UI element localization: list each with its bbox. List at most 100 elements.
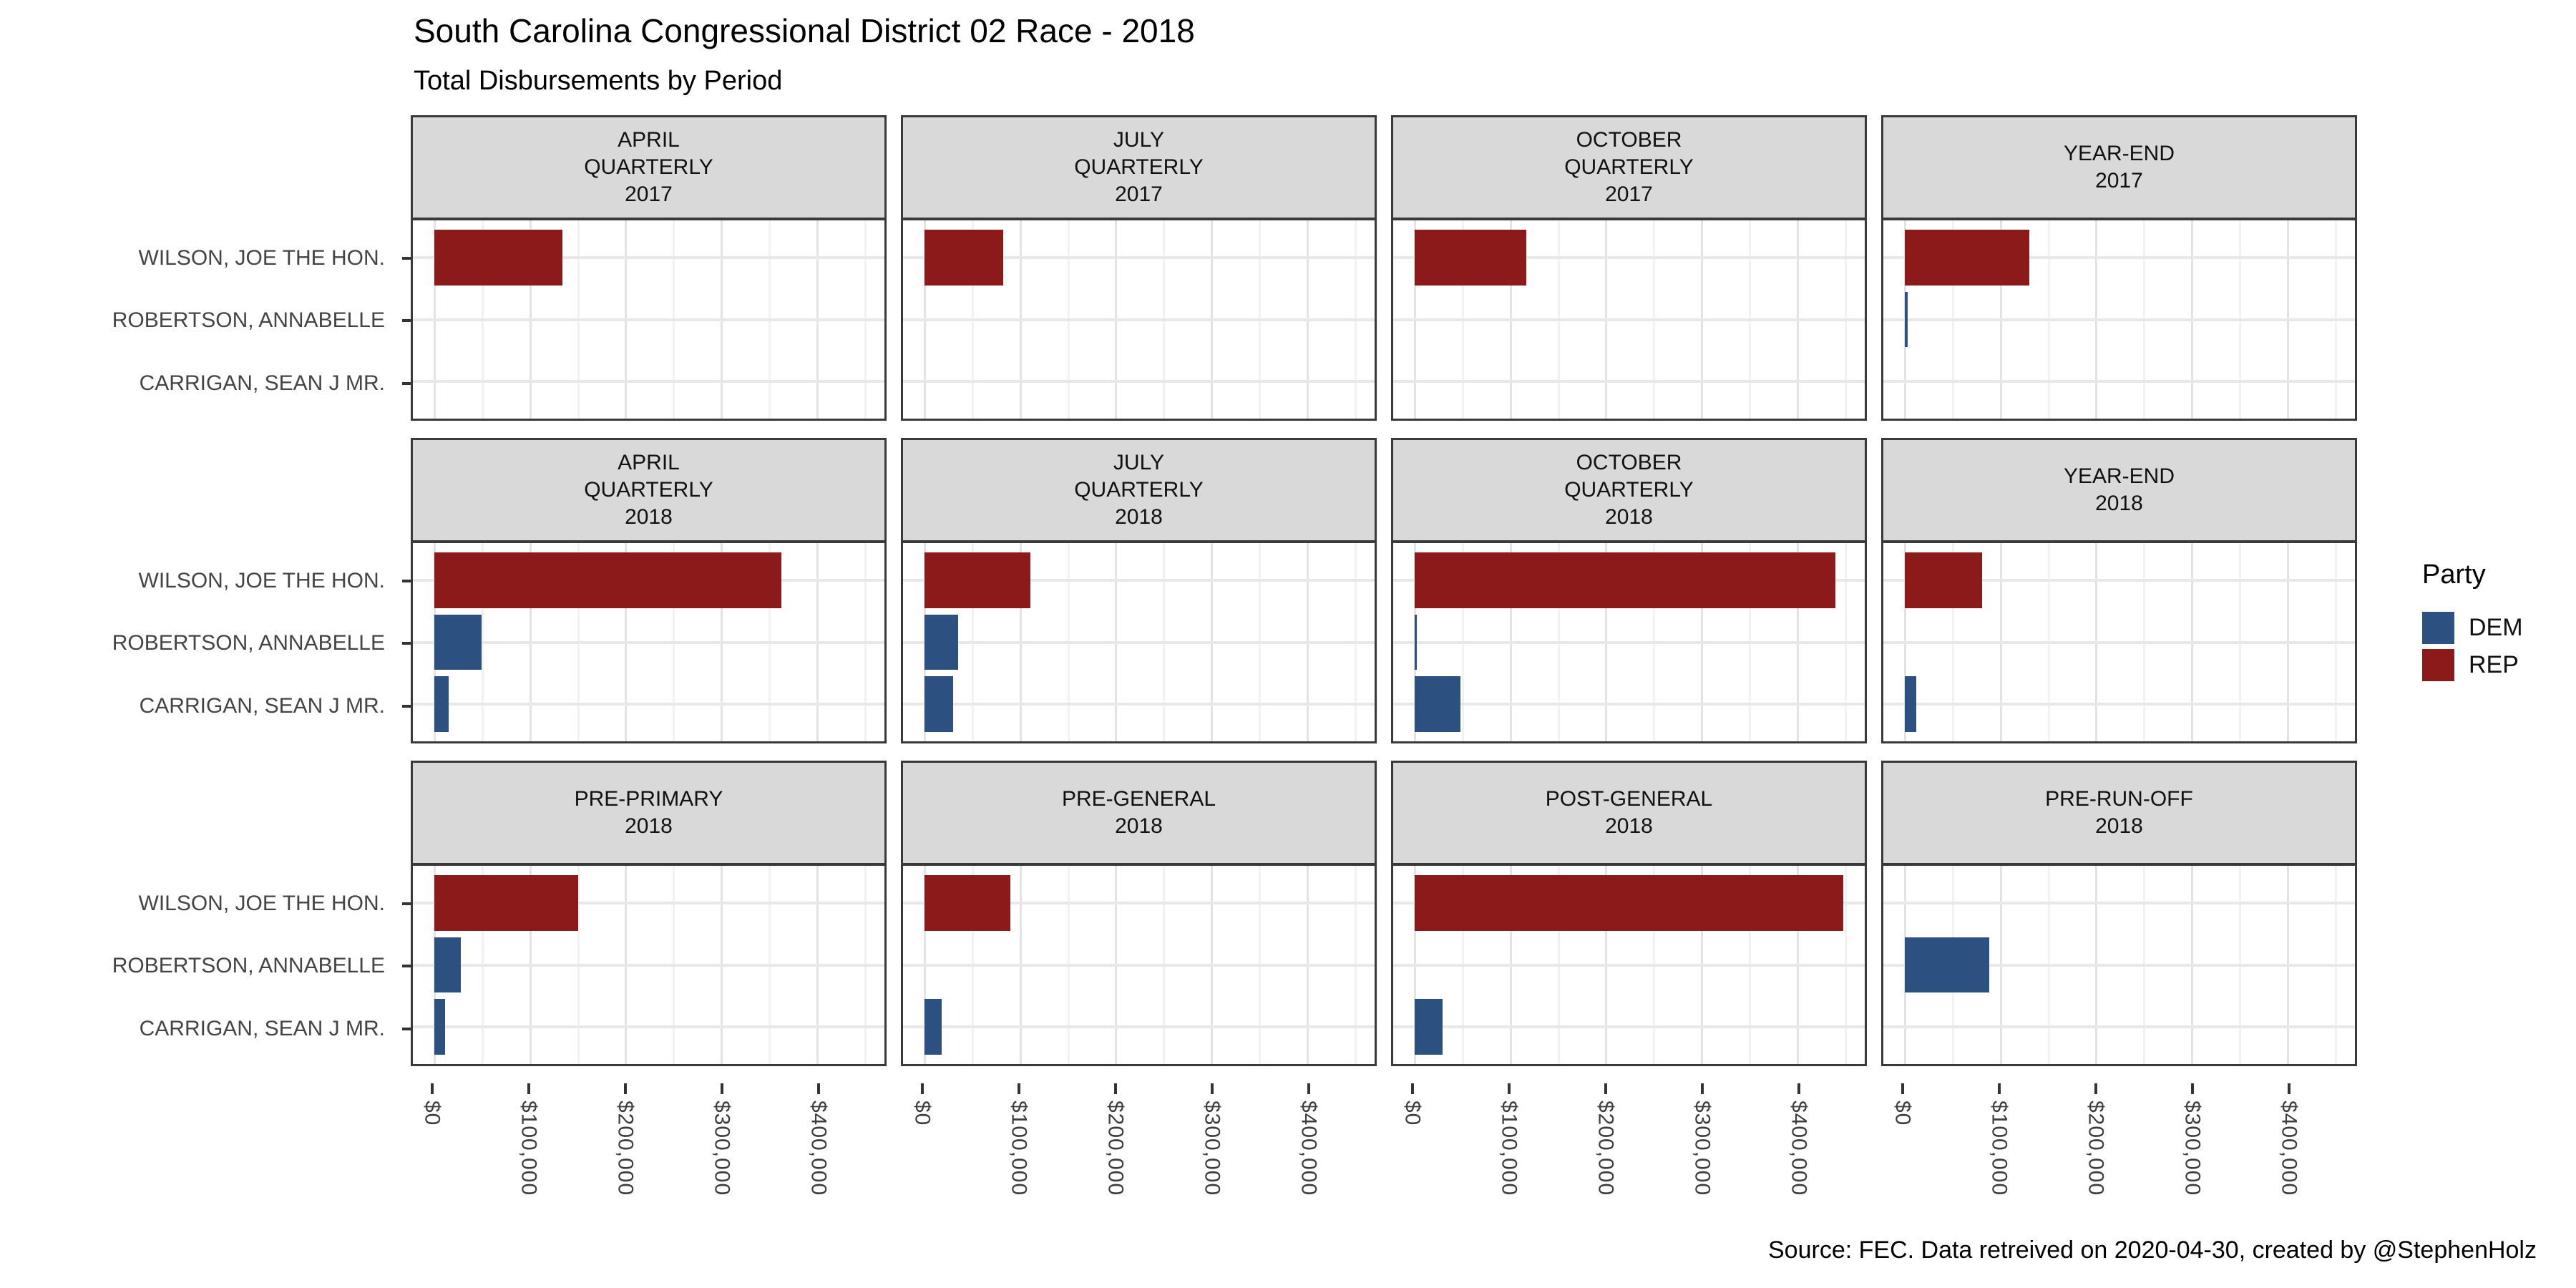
gridline-horizontal [1393,255,1865,259]
x-axis-tick-label: $200,000 [1103,1101,1128,1196]
disbursement-bar [1904,230,2029,286]
disbursement-bar [1904,676,1917,732]
axis-spacer [0,1083,396,1237]
y-axis-tick [402,902,411,905]
facet-strip: APRIL QUARTERLY 2018 [411,438,887,543]
x-axis-tick [624,1083,628,1094]
disbursement-bar [1414,552,1836,608]
facet-strip: APRIL QUARTERLY 2017 [411,115,887,220]
x-axis-tick-label: $100,000 [517,1101,541,1196]
facet-plot-area [1391,866,1867,1066]
facet-strip-label: PRE-GENERAL [1061,787,1216,811]
gridline-horizontal [1883,255,2355,259]
x-axis-tick-label: $100,000 [1987,1101,2011,1196]
gridline-horizontal [1883,640,2355,644]
disbursement-bar [1904,937,1989,993]
x-axis-tick-label: $0 [420,1101,444,1126]
facet-strip-label: JULY [1113,128,1165,152]
facet-panel: APRIL QUARTERLY 2017 [411,115,887,421]
y-axis-tick [402,965,411,967]
disbursement-bar [1414,999,1443,1055]
x-axis: $0 $100,000 $200,000 $300,000 $400,000 [411,1083,887,1237]
facet-panel: JULY QUARTERLY 2018 [901,438,1377,743]
rep-color-swatch [2422,649,2454,681]
facet-strip-label: 2018 [2095,492,2143,515]
x-axis-tick [1411,1083,1415,1094]
facet-strip-label: 2018 [625,505,673,529]
facet-strip-label: QUARTERLY [1564,155,1694,179]
legend-label-dem: DEM [2469,614,2523,641]
gridline-horizontal [1883,703,2355,706]
facet-strip-label: OCTOBER [1576,451,1682,474]
facet-panel: PRE-RUN-OFF 2018 [1881,761,2357,1066]
x-axis-tick-label: $100,000 [1497,1101,1521,1196]
legend-item-rep: REP [2422,649,2523,681]
gridline-horizontal [903,318,1375,321]
facet-plot-area [411,543,887,743]
gridline-horizontal [413,1025,884,1029]
x-axis-tick [1701,1083,1704,1094]
x-axis-tick [1307,1083,1310,1094]
facet-plot-area [901,543,1377,743]
disbursement-bar [924,676,954,732]
disbursement-bar [924,230,1003,286]
facet-panel: JULY QUARTERLY 2017 [901,115,1377,421]
x-axis-tick [2287,1083,2290,1094]
disbursement-bar [434,614,482,670]
x-axis-tick-label: $100,000 [1007,1101,1031,1196]
facet-grid: WILSON, JOE THE HON. ROBERTSON, ANNABELLE… [0,115,2357,1237]
gridline-horizontal [903,380,1375,384]
gridline-horizontal [903,901,1375,904]
x-axis-tick [1604,1083,1608,1094]
facet-panel: PRE-PRIMARY 2018 [411,761,887,1066]
x-axis-tick-label: $400,000 [2277,1101,2301,1196]
y-axis-labels: WILSON, JOE THE HON. ROBERTSON, ANNABELLE… [0,438,411,743]
x-axis-tick-label: $0 [910,1101,935,1126]
disbursement-bar [434,676,449,732]
y-axis-label: CARRIGAN, SEAN J MR. [139,693,385,718]
gridline-horizontal [1393,1025,1865,1029]
gridline-horizontal [413,901,884,904]
y-axis-label: ROBERTSON, ANNABELLE [112,308,385,332]
y-axis-tick [402,256,411,260]
x-axis-tick-label: $400,000 [1297,1101,1321,1196]
page-subtitle: Total Disbursements by Period [414,66,783,96]
gridline-horizontal [903,963,1375,967]
facet-panel: YEAR-END 2018 [1881,438,2357,743]
y-axis-tick [402,381,411,385]
x-axis-tick [721,1083,724,1094]
y-axis-label: WILSON, JOE THE HON. [138,891,386,915]
legend-label-rep: REP [2469,651,2519,678]
gridline-horizontal [413,963,884,967]
facet-strip-label: 2018 [1115,814,1163,838]
disbursement-bar [924,875,1011,931]
facet-plot-area [1391,220,1867,421]
facet-plot-area [901,866,1377,1066]
facet-strip: OCTOBER QUARTERLY 2018 [1391,438,1867,543]
facet-strip: JULY QUARTERLY 2017 [901,115,1377,220]
x-axis-tick [1018,1083,1021,1094]
facet-strip-label: 2018 [1115,505,1163,529]
facet-strip-label: YEAR-END [2063,464,2175,488]
x-axis-tick [2094,1083,2098,1094]
disbursement-bar [1414,676,1461,732]
y-axis-label: ROBERTSON, ANNABELLE [112,954,385,977]
x-axis-tick [527,1083,531,1094]
facet-strip: PRE-GENERAL 2018 [901,761,1377,866]
x-axis-tick [1998,1083,2001,1094]
facet-strip-label: JULY [1113,451,1165,474]
gridline-horizontal [1883,963,2355,967]
facet-strip: YEAR-END 2018 [1881,438,2357,543]
facet-plot-area [1881,866,2357,1066]
x-axis-tick [816,1083,820,1094]
facet-strip: JULY QUARTERLY 2018 [901,438,1377,543]
y-axis-tick [402,1027,411,1030]
disbursement-bar [434,937,462,993]
facet-strip: YEAR-END 2017 [1881,115,2357,220]
facet-plot-area [411,220,887,421]
x-axis: $0 $100,000 $200,000 $300,000 $400,000 [1391,1083,1867,1237]
gridline-horizontal [903,640,1375,644]
gridline-horizontal [903,703,1375,706]
gridline-horizontal [1883,578,2355,582]
gridline-horizontal [1393,318,1865,321]
